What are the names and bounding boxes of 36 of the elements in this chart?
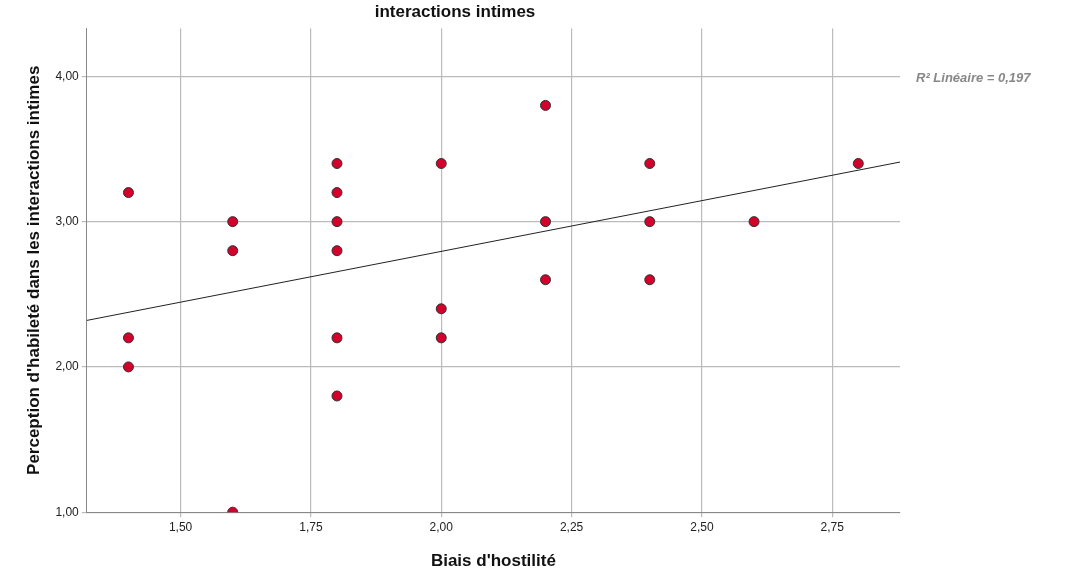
- x-tick-label: 1,50: [168, 519, 193, 534]
- point: [331, 158, 343, 170]
- y-axis-title: Perception d'habileté dans les interactions intimes: [23, 65, 43, 475]
- point: [435, 303, 447, 315]
- point: [227, 245, 239, 257]
- x-axis-title: Biais d'hostilité: [430, 551, 556, 571]
- point: [435, 332, 447, 344]
- x-tick-label: 2,00: [429, 519, 454, 534]
- y-tick-label: 2,00: [55, 359, 80, 374]
- x-tick-label: 2,25: [559, 519, 584, 534]
- point: [331, 216, 343, 228]
- point: [331, 245, 343, 257]
- point: [435, 158, 447, 170]
- point: [122, 332, 134, 344]
- chart-title: interactions intimes: [374, 1, 536, 21]
- point: [748, 216, 760, 228]
- y-tick-label: 4,00: [55, 68, 80, 83]
- point: [644, 158, 656, 170]
- point: [331, 332, 343, 344]
- x-tick-label: 2,75: [820, 519, 845, 534]
- point: [852, 158, 864, 170]
- y-tick-label: 1,00: [55, 504, 80, 519]
- point: [540, 216, 552, 228]
- point: [540, 99, 552, 111]
- x-tick-label: 2,50: [690, 519, 714, 534]
- text: R² Linéaire = 0,197: [916, 69, 1032, 85]
- y-tick-label: 3,00: [55, 213, 80, 228]
- point: [227, 216, 239, 228]
- point: [122, 187, 134, 199]
- point: [644, 274, 656, 286]
- point: [331, 187, 343, 199]
- x-tick-label: 1,75: [299, 519, 323, 534]
- point: [331, 390, 343, 402]
- point: [644, 216, 656, 228]
- point: [122, 361, 134, 373]
- point: [540, 274, 552, 286]
